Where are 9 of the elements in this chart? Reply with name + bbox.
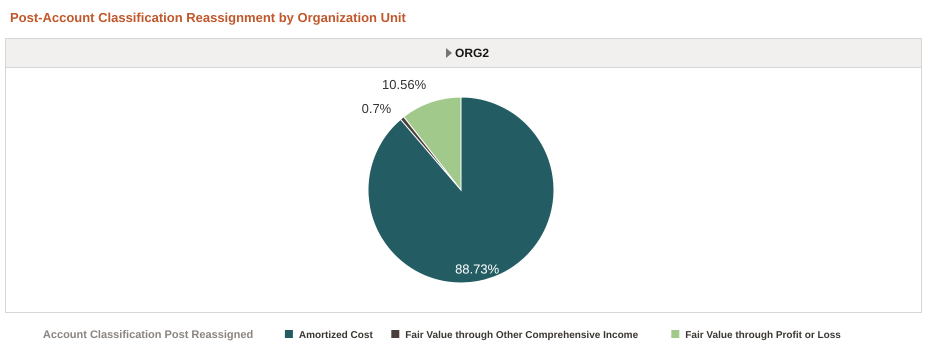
- chart-title: Post-Account Classification Reassignment by Organization Unit: [10, 10, 407, 25]
- legend-label: Fair Value through Profit or Loss: [685, 330, 842, 341]
- data-label: 88.73%: [455, 262, 500, 277]
- data-label: 10.56%: [382, 76, 427, 92]
- legend-label: Fair Value through Other Comprehensive Income: [405, 330, 639, 341]
- legend-title: Account Classification Post Reassigned: [42, 329, 254, 341]
- legend-label: Amortized Cost: [298, 330, 374, 341]
- data-label: 0.7%: [362, 101, 392, 116]
- chart-subtitle: ORG2: [455, 46, 490, 60]
